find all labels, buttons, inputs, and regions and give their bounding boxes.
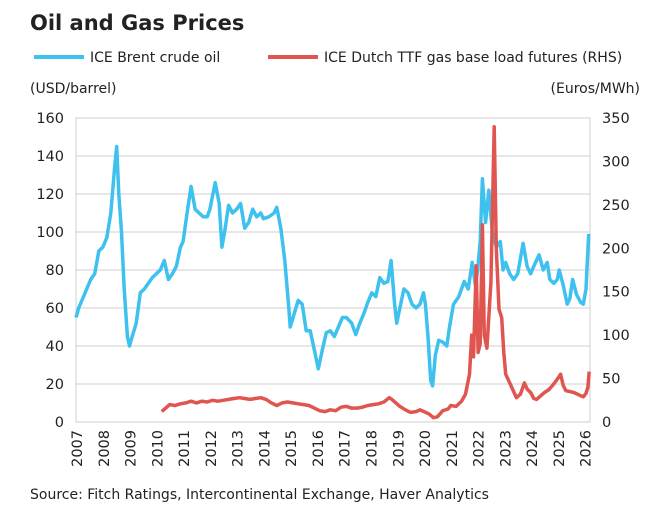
x-tick-label: 2017 <box>338 430 354 467</box>
x-tick-label: 2019 <box>391 430 407 467</box>
plot-border <box>75 117 591 423</box>
y-tick-label: 40 <box>46 339 64 355</box>
x-tick-label: 2016 <box>311 430 327 467</box>
x-tick-label: 2024 <box>525 430 541 467</box>
x-tick-label: 2011 <box>177 430 193 467</box>
source-note: Source: Fitch Ratings, Intercontinental … <box>30 487 489 503</box>
y-tick-label: 0 <box>55 415 64 431</box>
x-tick-label: 2008 <box>97 430 113 467</box>
legend-label-brent: ICE Brent crude oil <box>90 50 220 66</box>
y-tick-label: 160 <box>36 111 64 127</box>
chart-title: Oil and Gas Prices <box>30 11 244 35</box>
y2-tick-label: 150 <box>602 285 630 301</box>
y2-tick-label: 300 <box>602 154 630 170</box>
x-tick-label: 2010 <box>150 430 166 467</box>
x-tick-label: 2012 <box>204 430 220 467</box>
y-tick-label: 80 <box>46 263 64 279</box>
x-tick-label: 2014 <box>257 430 273 467</box>
y-axis-label-right: (Euros/MWh) <box>551 81 640 97</box>
x-tick-label: 2026 <box>579 430 595 467</box>
x-tick-label: 2023 <box>498 430 514 467</box>
y-tick-label: 120 <box>36 187 64 203</box>
y-axis-label-left: (USD/barrel) <box>30 81 116 97</box>
brent-oil-line <box>74 144 591 388</box>
y-tick-label: 100 <box>36 225 64 241</box>
y-tick-label: 140 <box>36 149 64 165</box>
y-tick-label: 60 <box>46 301 64 317</box>
x-tick-label: 2018 <box>364 430 380 467</box>
x-tick-label: 2015 <box>284 430 300 467</box>
y2-tick-label: 0 <box>602 415 611 431</box>
x-tick-label: 2009 <box>124 430 140 467</box>
x-tick-label: 2022 <box>472 430 488 467</box>
legend-label-ttf: ICE Dutch TTF gas base load futures (RHS… <box>324 50 622 66</box>
y2-tick-label: 250 <box>602 198 630 214</box>
x-tick-label: 2020 <box>418 430 434 467</box>
y-tick-label: 20 <box>46 377 64 393</box>
x-tick-label: 2021 <box>445 430 461 467</box>
x-tick-label: 2025 <box>552 430 568 467</box>
x-tick-label: 2007 <box>70 430 86 467</box>
y2-tick-label: 50 <box>602 372 620 388</box>
y2-tick-label: 100 <box>602 328 630 344</box>
legend: ICE Brent crude oil ICE Dutch TTF gas ba… <box>34 50 622 66</box>
y2-tick-label: 200 <box>602 241 630 257</box>
ttf-gas-line <box>160 124 591 420</box>
x-tick-label: 2013 <box>231 430 247 467</box>
y2-tick-label: 350 <box>602 111 630 127</box>
